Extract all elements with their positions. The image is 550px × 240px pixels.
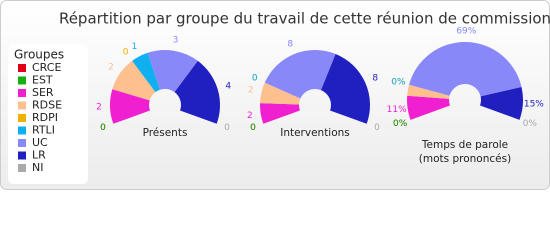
chart-label: Interventions: [280, 127, 350, 139]
data-label: 0: [100, 123, 106, 133]
data-label: 0: [224, 123, 230, 133]
pie-slice: [260, 82, 301, 105]
data-label: 2: [108, 63, 114, 73]
data-label: 0%: [391, 77, 406, 87]
legend-swatch: [18, 101, 26, 110]
legend-label: UC: [32, 136, 48, 149]
data-label: 1: [132, 42, 138, 52]
data-label: 0: [123, 48, 129, 58]
pie-slice: [264, 50, 336, 99]
data-label: 0%: [393, 119, 408, 129]
pie-slice: [409, 42, 522, 97]
pie-slice: [407, 84, 450, 99]
data-label: 0: [374, 123, 380, 133]
data-label: 0%: [523, 119, 538, 129]
chart-title: Répartition par groupe du travail de cet…: [59, 10, 550, 28]
data-label: 69%: [456, 27, 476, 37]
data-label: 0: [252, 74, 258, 84]
data-label: 3: [173, 35, 179, 45]
legend-swatch: [18, 76, 26, 85]
legend-swatch: [18, 89, 26, 97]
legend-swatch: [18, 64, 26, 72]
data-label: 0: [250, 123, 256, 133]
pie-slice: [407, 95, 450, 120]
legend-swatch: [18, 126, 26, 135]
legend-swatch: [18, 114, 26, 122]
legend-label: EST: [32, 74, 53, 87]
legend-label: CRCE: [32, 61, 61, 74]
legend-swatch: [18, 151, 26, 160]
data-label: 0%: [393, 119, 408, 129]
legend-label: SER: [32, 86, 54, 99]
data-label: 8: [287, 39, 293, 49]
data-label: 15%: [524, 100, 544, 110]
pie-slice: [320, 54, 371, 124]
data-label: 4: [225, 82, 231, 92]
pie-slice: [409, 84, 450, 96]
data-label: 8: [372, 74, 378, 84]
legend-swatch: [18, 164, 26, 172]
pie-slice: [147, 50, 198, 93]
legend-label: LR: [32, 149, 46, 162]
data-label: 0: [250, 123, 256, 133]
chart-label: (mots prononcés): [419, 153, 511, 165]
legend-title: Groupes: [14, 48, 64, 62]
legend-label: RTLI: [32, 124, 55, 137]
data-label: 2: [247, 111, 253, 121]
pie-slice: [132, 52, 160, 93]
legend-label: RDPI: [32, 111, 58, 124]
pie-slice: [112, 60, 156, 101]
data-label: 0: [100, 123, 106, 133]
pie-slice: [480, 86, 524, 120]
data-label: 0: [252, 74, 258, 84]
pie-slice: [110, 89, 150, 124]
data-label: 0%: [391, 77, 406, 87]
chart: Répartition par groupe du travail de cet…: [0, 0, 550, 190]
data-label: 2: [96, 102, 102, 112]
data-label: 2: [248, 86, 254, 96]
legend-label: RDSE: [32, 99, 62, 112]
chart-label: Temps de parole: [421, 139, 508, 151]
data-label: 11%: [387, 105, 407, 115]
pie-slice: [260, 103, 300, 124]
legend-swatch: [18, 139, 26, 147]
pie-slice: [174, 60, 220, 124]
legend-label: NI: [32, 161, 43, 174]
chart-label: Présents: [143, 127, 188, 139]
legend-box: [8, 44, 88, 184]
